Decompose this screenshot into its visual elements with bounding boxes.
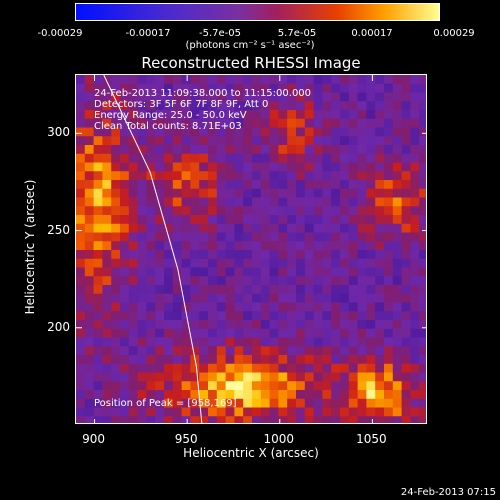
x-tick-label: 1050 <box>356 432 387 446</box>
energy-range-text: Energy Range: 25.0 - 50.0 keV <box>94 110 247 121</box>
peak-position-text: Position of Peak = [958,169] <box>94 398 237 409</box>
y-tick-label: 300 <box>47 125 70 140</box>
colorbar-tick: 0.00017 <box>351 28 393 39</box>
chart-title: Reconstructed RHESSI Image <box>141 54 361 72</box>
y-tick-label: 200 <box>47 319 70 334</box>
colorbar <box>75 3 440 21</box>
y-tick-label: 250 <box>47 222 70 237</box>
colorbar-tick: 0.00029 <box>433 28 475 39</box>
x-tick-label: 900 <box>82 432 105 446</box>
clean-counts-text: Clean Total counts: 8.71E+03 <box>94 121 242 132</box>
colorbar-units: (photons cm⁻² s⁻¹ asec⁻²) <box>185 40 315 51</box>
time-range-text: 24-Feb-2013 11:09:38.000 to 11:15:00.000 <box>94 88 312 99</box>
plot-area <box>75 74 427 424</box>
x-tick-label: 950 <box>174 432 198 446</box>
detectors-text: Detectors: 3F 5F 6F 7F 8F 9F, Att 0 <box>94 99 269 110</box>
colorbar-tick: -0.00029 <box>37 28 83 39</box>
heatmap-image <box>76 75 426 423</box>
colorbar-tick: -5.7e-05 <box>199 28 241 39</box>
x-axis-label: Heliocentric X (arcsec) <box>183 446 319 460</box>
colorbar-tick: 5.7e-05 <box>277 28 317 39</box>
solar-limb-line <box>103 75 203 423</box>
x-tick-label: 1000 <box>263 432 295 446</box>
timestamp-footer: 24-Feb-2013 07:15 <box>400 487 496 498</box>
colorbar-tick: -0.00017 <box>125 28 171 39</box>
y-axis-label: Heliocentric Y (arcsec) <box>23 179 37 315</box>
